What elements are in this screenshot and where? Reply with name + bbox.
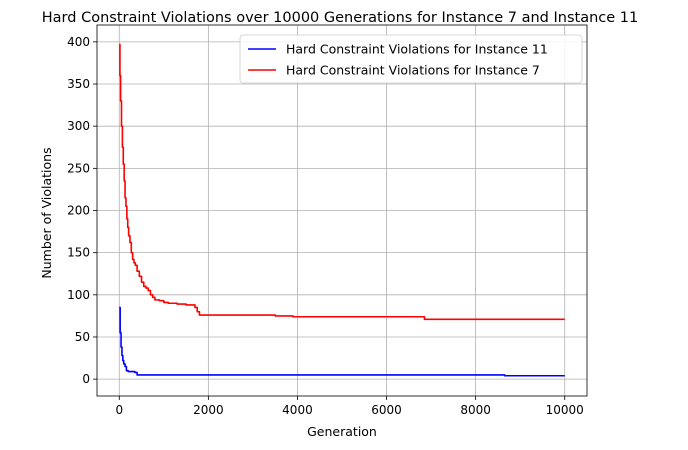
chart-title: Hard Constraint Violations over 10000 Ge… — [42, 10, 638, 26]
legend-label-instance-11: Hard Constraint Violations for Instance … — [286, 42, 548, 57]
y-tick-label: 50 — [75, 330, 90, 344]
x-tick-label: 4000 — [282, 403, 313, 417]
series-line-instance-7 — [119, 43, 565, 321]
y-tick-label: 200 — [67, 204, 90, 218]
x-tick-label: 10000 — [546, 403, 584, 417]
x-tick-label: 8000 — [460, 403, 491, 417]
x-tick-label: 6000 — [371, 403, 402, 417]
x-tick-label: 0 — [115, 403, 123, 417]
legend-label-instance-7: Hard Constraint Violations for Instance … — [286, 63, 540, 78]
y-tick-label: 0 — [82, 372, 90, 386]
x-tick-label: 2000 — [193, 403, 224, 417]
x-axis: 0 2000 4000 6000 8000 10000 — [115, 396, 584, 417]
legend-box — [239, 34, 583, 84]
y-tick-label: 350 — [67, 77, 90, 91]
y-tick-label: 100 — [67, 288, 90, 302]
y-tick-label: 150 — [67, 246, 90, 260]
y-axis-label: Number of Violations — [39, 147, 54, 278]
x-axis-label: Generation — [307, 424, 377, 439]
series-line-instance-11 — [119, 306, 565, 377]
y-tick-label: 400 — [67, 35, 90, 49]
series-lines — [119, 43, 565, 377]
y-axis: 0 50 100 150 200 250 300 350 400 — [67, 35, 97, 386]
legend: Hard Constraint Violations for Instance … — [239, 34, 583, 84]
y-tick-label: 250 — [67, 161, 90, 175]
y-tick-label: 300 — [67, 119, 90, 133]
